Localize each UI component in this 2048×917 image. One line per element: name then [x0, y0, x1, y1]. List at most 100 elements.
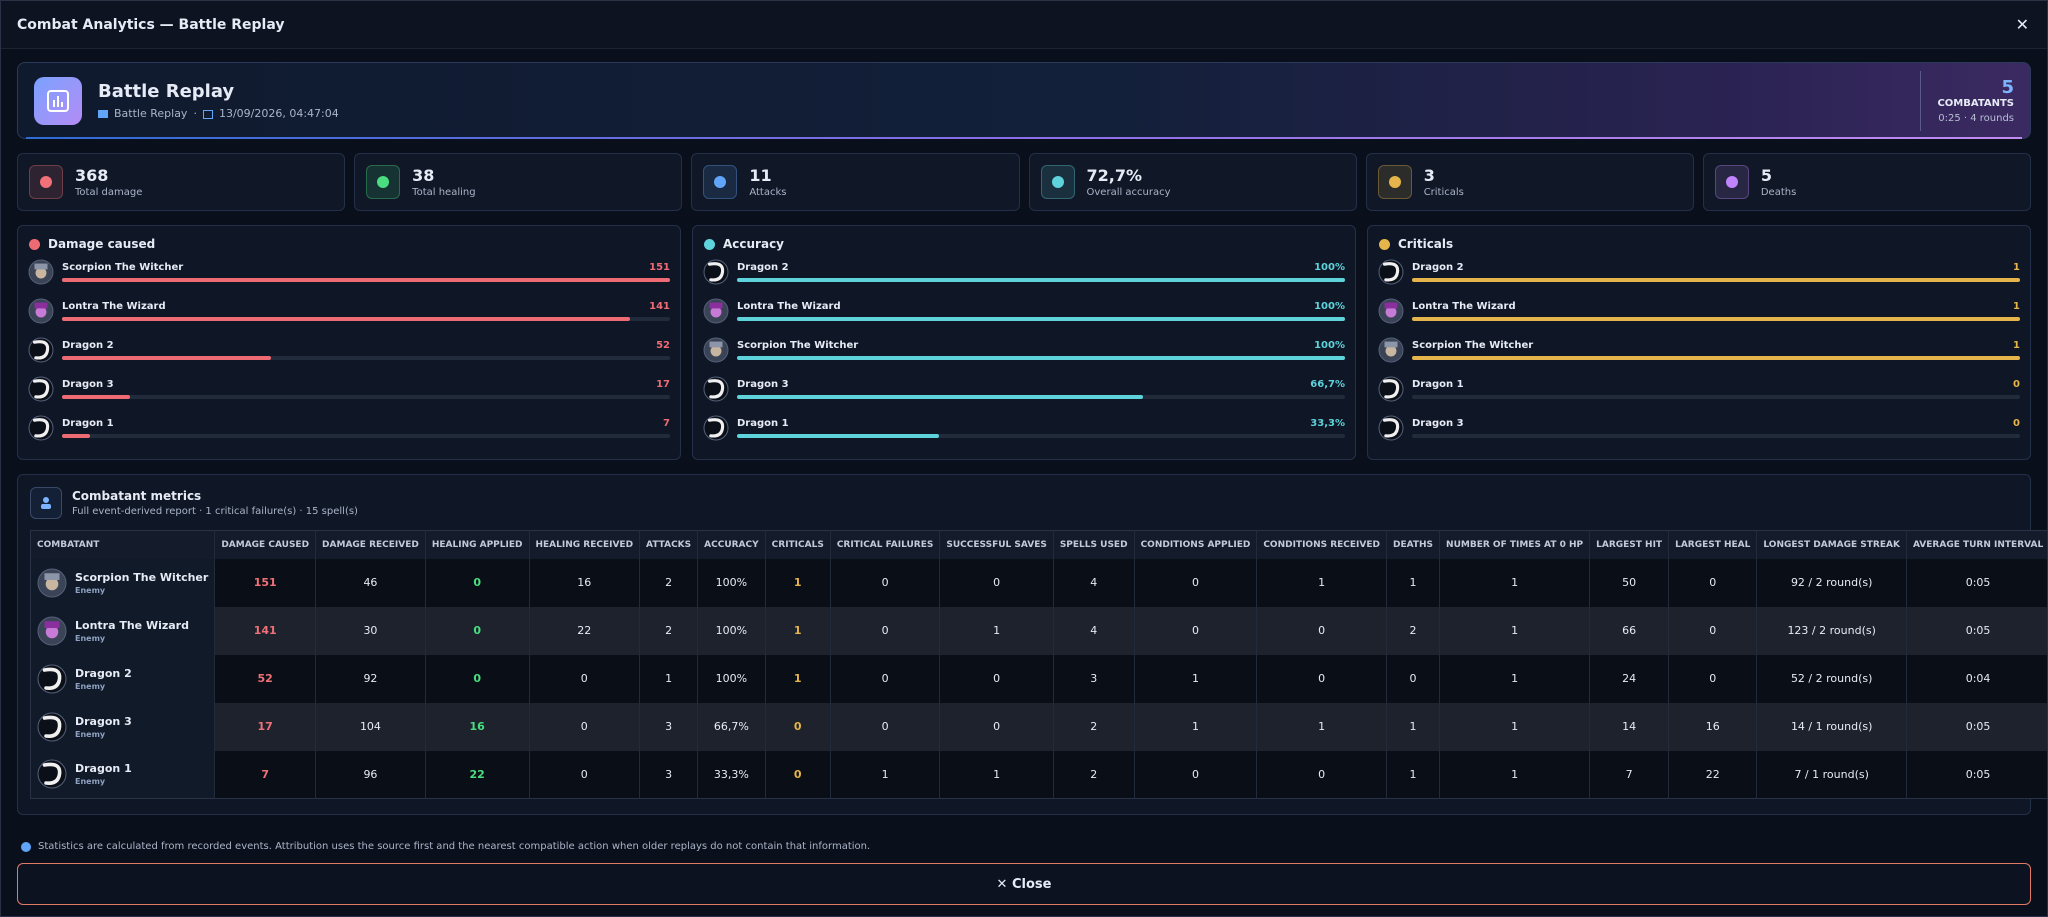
avatar-dragon: [42, 715, 62, 738]
cell: 0: [765, 702, 831, 751]
cell: 3: [639, 750, 699, 799]
ranking-row: Dragon 3 17: [28, 369, 670, 408]
row-body: Lontra The Wizard 1: [1412, 301, 2020, 321]
column-header: DAMAGE CAUSED: [214, 530, 317, 559]
cell: 16: [425, 702, 530, 751]
combatant-role: Enemy: [75, 777, 106, 787]
avatar-face: [35, 306, 47, 317]
avatar: [1378, 415, 1404, 440]
combatant-name: Lontra The Wizard: [1412, 300, 1516, 312]
avatar-dragon: [32, 417, 50, 438]
stat-card: 368 Total damage: [17, 153, 346, 211]
bar: [62, 433, 91, 438]
close-button[interactable]: ✕ Close: [17, 863, 2031, 905]
stat-text: 11 Attacks: [749, 166, 786, 198]
stat-value: 5: [1760, 166, 1772, 185]
avatar-dragon: [707, 261, 725, 282]
cell: 0: [425, 654, 530, 703]
avatar-hood: [44, 620, 60, 628]
stat-card: 11 Attacks: [691, 153, 1020, 211]
bar: [737, 355, 1345, 360]
row-top: Dragon 3 66,7%: [737, 379, 1345, 390]
cell: 50: [1589, 558, 1670, 607]
avatar: [1378, 337, 1404, 362]
row-value: 0: [2013, 378, 2020, 390]
ranking-row: Scorpion The Witcher 151: [28, 252, 670, 291]
panel-title-text: Damage caused: [48, 237, 156, 251]
cell: 0:05: [1906, 558, 2047, 607]
ranking-panel: Accuracy Dragon 2 100% Lontra The Wizard 100…: [692, 225, 1356, 460]
column-header: DEATHS: [1386, 530, 1441, 559]
stat-card: 38 Total healing: [354, 153, 683, 211]
cell: 0:05: [1906, 750, 2047, 799]
ranking-row: Dragon 1 33,3%: [703, 408, 1345, 447]
combatant-name: Dragon 2: [75, 666, 132, 680]
bar: [737, 277, 1345, 282]
ranking-row: Scorpion The Witcher 1: [1378, 330, 2020, 369]
row-body: Dragon 1 7: [62, 418, 670, 438]
column-header: CONDITIONS RECEIVED: [1256, 530, 1387, 559]
footnote-text: Statistics are calculated from recorded …: [38, 841, 871, 852]
row-value: 7: [663, 417, 670, 429]
cell: 66: [1589, 606, 1670, 655]
cell: 16: [1668, 702, 1758, 751]
ranking-panels: Damage caused Scorpion The Witcher 151 Lont…: [17, 225, 2031, 460]
combatant-name: Scorpion The Witcher: [62, 261, 184, 273]
stat-icon: [366, 165, 401, 199]
cell: 0:04: [1906, 654, 2047, 703]
avatar: [1378, 298, 1404, 323]
column-header: LONGEST DAMAGE STREAK: [1756, 530, 1907, 559]
row-top: Lontra The Wizard 100%: [737, 301, 1345, 312]
cell: 14 / 1 round(s): [1756, 702, 1907, 751]
avatar-face: [45, 577, 59, 590]
column-header: SPELLS USED: [1053, 530, 1135, 559]
ranking-row: Lontra The Wizard 141: [28, 291, 670, 330]
name-cell: Dragon 1 Enemy: [30, 750, 216, 799]
cell: 0: [425, 606, 530, 655]
panel-title: Accuracy: [703, 236, 1345, 252]
combatant-name: Dragon 3: [75, 714, 132, 728]
stat-label: Deaths: [1760, 187, 1797, 198]
cell: 1: [1134, 702, 1258, 751]
cell: 1: [1134, 654, 1258, 703]
metrics-table: COMBATANT DAMAGE CAUSED DAMAGE RECEIVED HEA…: [30, 530, 2047, 799]
row-value: 66,7%: [1310, 378, 1345, 390]
avatar: [28, 415, 54, 440]
combatant-name: Dragon 2: [62, 339, 114, 351]
row-body: Scorpion The Witcher 151: [62, 262, 670, 282]
avatar: [37, 759, 67, 789]
row-top: Scorpion The Witcher 1: [1412, 340, 2020, 351]
separator: ·: [193, 107, 197, 120]
row-value: 100%: [1314, 339, 1345, 351]
cell: 1: [1439, 702, 1591, 751]
close-icon[interactable]: ✕: [2015, 15, 2029, 34]
row-body: Scorpion The Witcher 1: [1412, 340, 2020, 360]
stat-cards: 368 Total damage 38 Total healing 11 Attacks 7…: [17, 153, 2032, 211]
cell: 0: [529, 702, 641, 751]
combatant-name: Scorpion The Witcher: [75, 570, 209, 584]
avatar-dragon: [1382, 261, 1400, 282]
cell: 1: [1386, 558, 1441, 607]
combatant-text: Lontra The Wizard Enemy: [75, 619, 189, 643]
info-icon: [21, 841, 31, 852]
row-body: Dragon 3 66,7%: [737, 379, 1345, 399]
cell: 1: [639, 654, 699, 703]
chart-icon: [47, 89, 69, 112]
icon-shape: [1051, 176, 1064, 188]
avatar: [703, 376, 729, 401]
cell: 3: [639, 702, 699, 751]
row-value: 52: [656, 339, 670, 351]
name-cell: Lontra The Wizard Enemy: [30, 606, 216, 655]
cell: 22: [529, 606, 641, 655]
cell: 66,7%: [697, 702, 766, 751]
cell: 0: [765, 750, 831, 799]
column-header: ATTACKS: [639, 530, 699, 559]
combatant-name: Dragon 3: [62, 378, 114, 390]
cell: 33,3%: [697, 750, 766, 799]
avatar: [1378, 376, 1404, 401]
group-icon: [41, 497, 51, 509]
panel-title: Damage caused: [28, 236, 670, 252]
avatar-hood: [709, 341, 723, 347]
icon-shape: [1388, 176, 1401, 188]
cell: 141: [214, 606, 317, 655]
